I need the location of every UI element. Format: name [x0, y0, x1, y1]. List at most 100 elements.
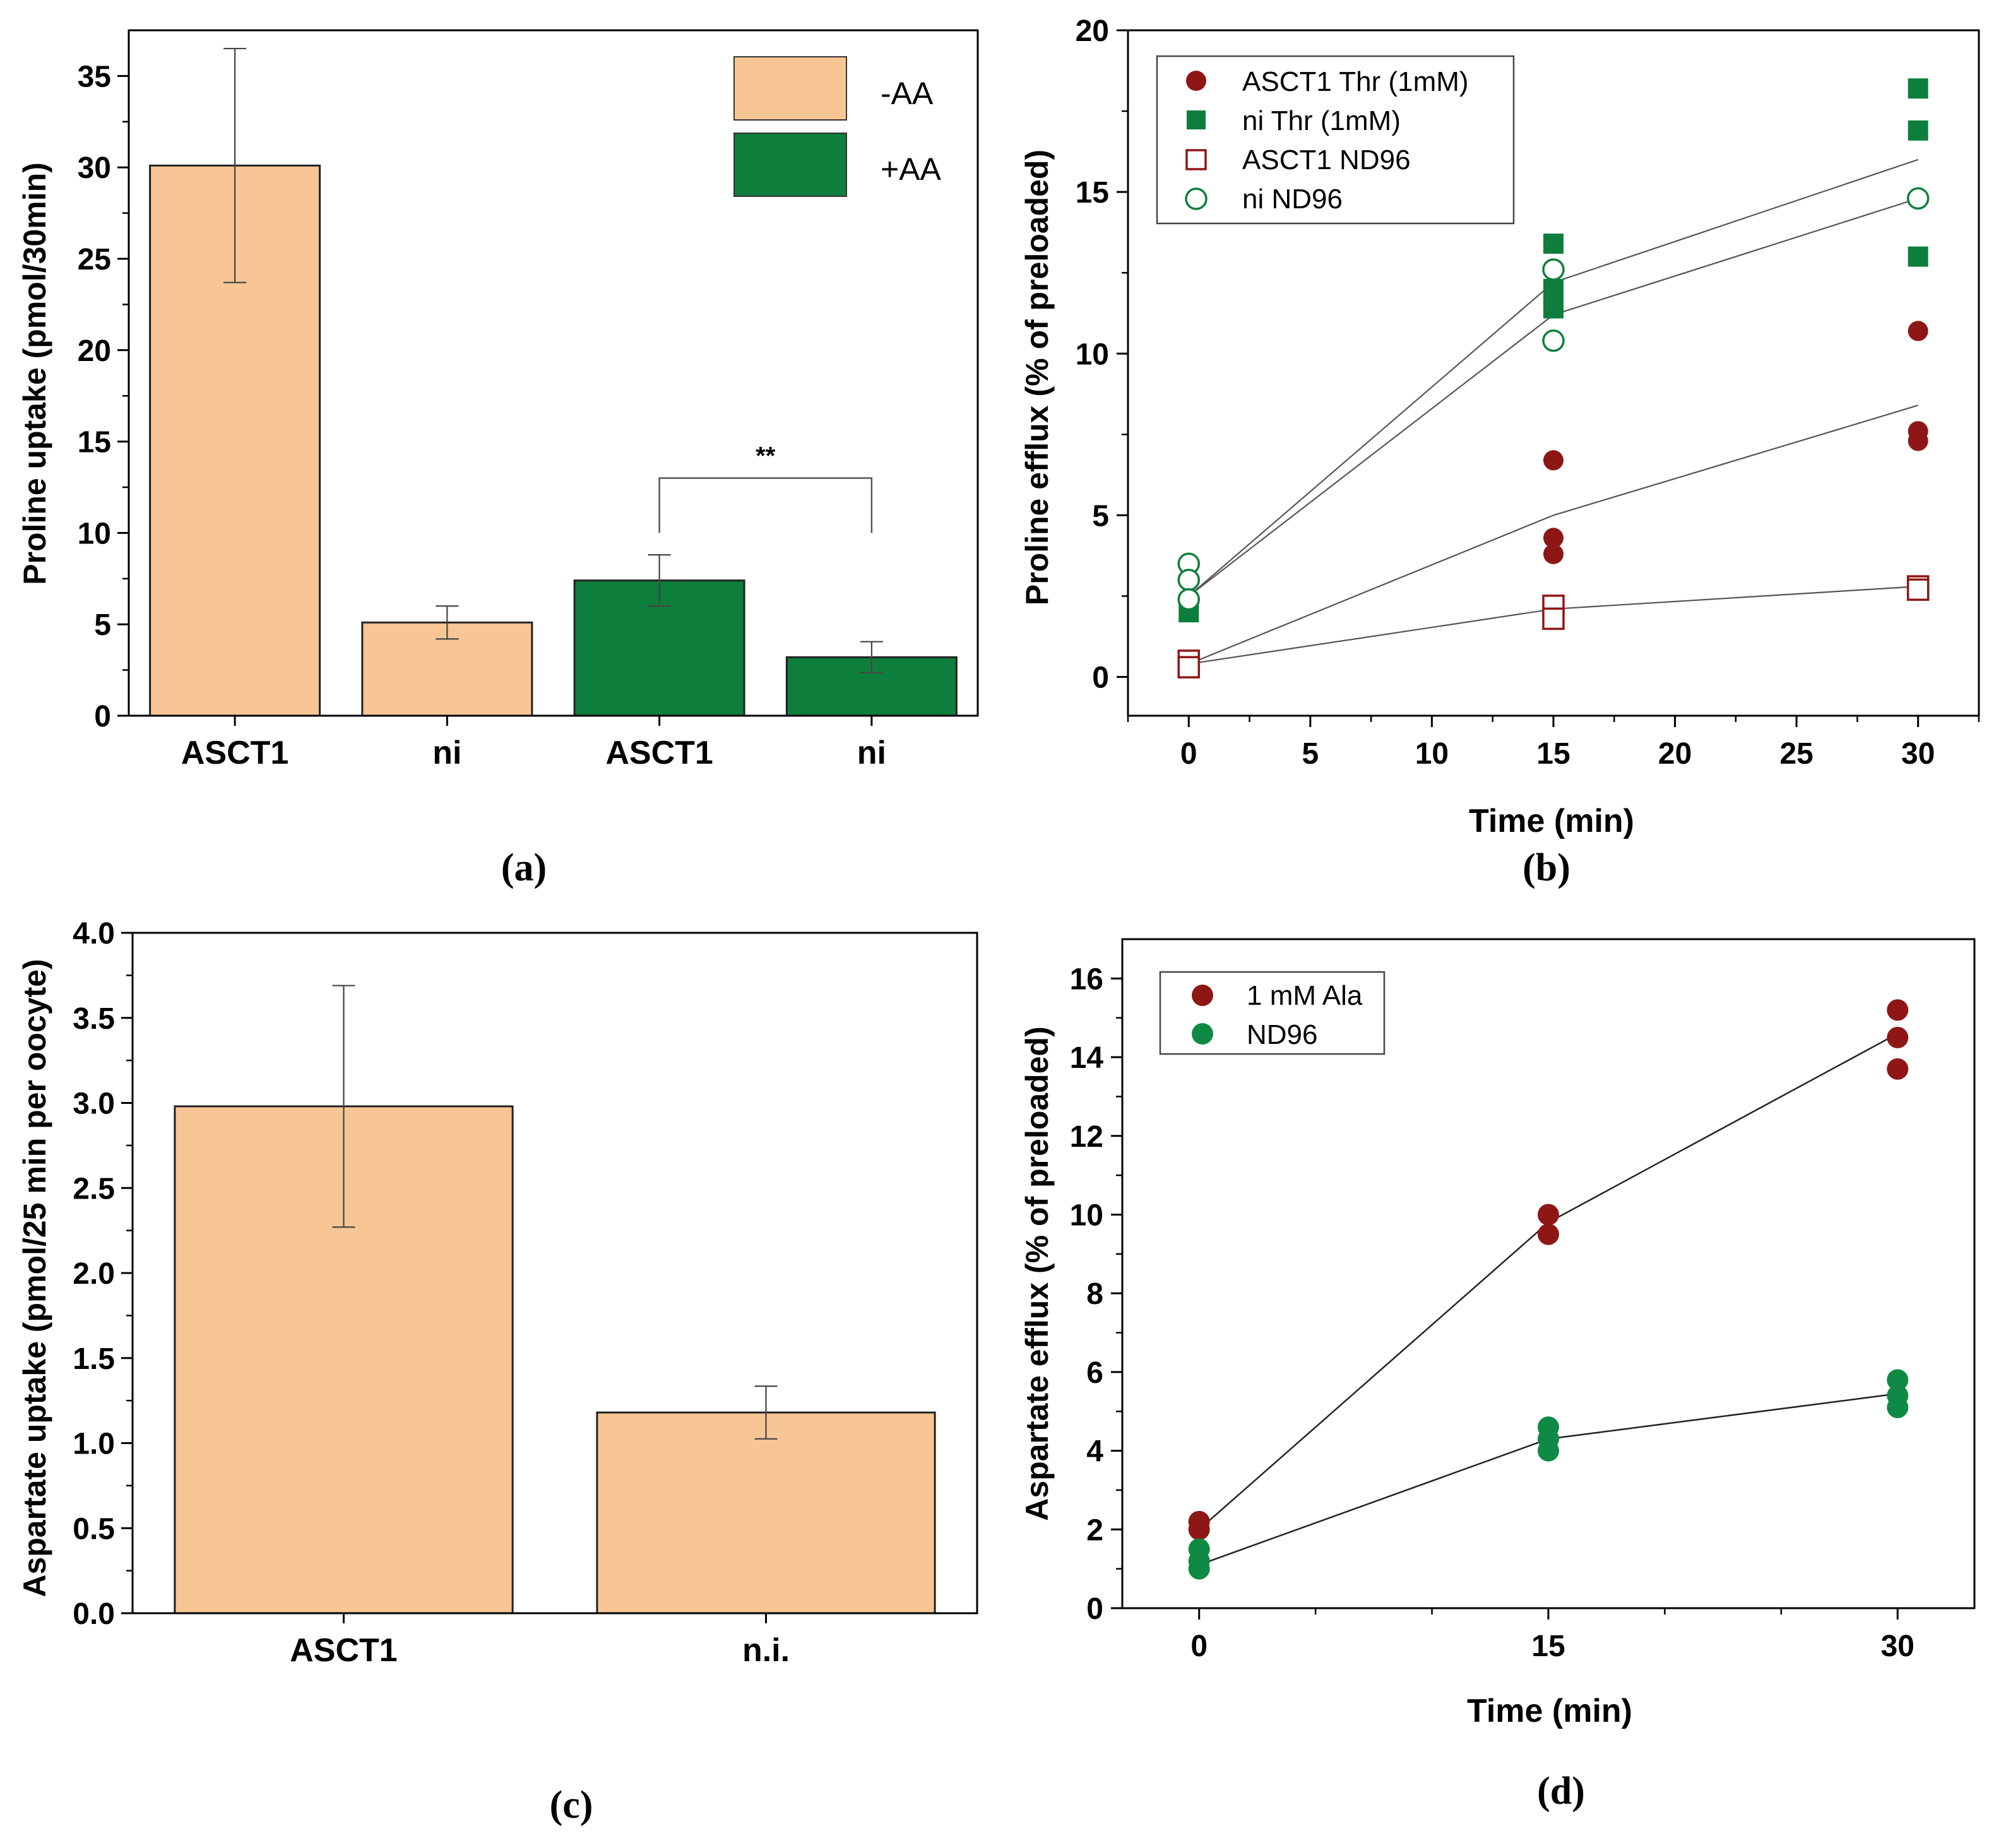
legend-label-ni-thr: ni Thr (1mM): [1242, 105, 1401, 136]
y-tick-label: 4.0: [73, 917, 115, 951]
data-point: [1908, 120, 1928, 141]
panel-b-label: (b): [1522, 846, 1570, 889]
panel-b-x-axis-label: Time (min): [1469, 803, 1634, 839]
y-tick-label: 6: [1086, 1356, 1103, 1390]
data-point: [1542, 258, 1565, 281]
data-point: [1887, 1058, 1909, 1080]
data-point: [1543, 450, 1564, 471]
panel-b-legend: ASCT1 Thr (1mM) ni Thr (1mM) ASCT1 ND96 …: [1156, 55, 1515, 225]
panel-b-legend-box: [1156, 55, 1515, 225]
data-point: [1538, 1223, 1559, 1245]
panel-a-y-axis-label: Proline uptake (pmol/30min): [17, 162, 52, 585]
y-tick-label: 10: [1076, 338, 1109, 371]
x-tick-label: ASCT1: [181, 735, 288, 771]
x-tick-label: 10: [1415, 737, 1449, 771]
y-tick-label: 0.0: [73, 1597, 115, 1631]
x-tick-label: ASCT1: [290, 1632, 397, 1669]
x-tick-label: n.i.: [742, 1632, 790, 1669]
panel-a: 0 5 10 15 20 25 30 35 ASCT1 ni ASCT1 ni Proline upt…: [17, 29, 979, 889]
panel-d: 0 2 4 6 8 10 12 14 16 0 15 30 Time (min) Aspartate …: [1019, 938, 1976, 1813]
panel-d-x-axis-label: Time (min): [1467, 1693, 1632, 1729]
data-point: [1543, 298, 1564, 319]
y-tick-label: 1.5: [73, 1342, 115, 1376]
legend-marker-ala: [1192, 985, 1213, 1006]
legend-marker-ni-thr: [1187, 110, 1206, 129]
data-point: [1188, 1558, 1210, 1580]
data-point: [1887, 1369, 1909, 1391]
x-tick-label: ni: [857, 735, 886, 771]
y-tick-label: 2.0: [73, 1257, 115, 1291]
fit-line: [1188, 405, 1919, 665]
y-tick-label: 14: [1070, 1041, 1104, 1075]
data-point: [1908, 430, 1928, 451]
x-tick-label: 15: [1531, 1630, 1565, 1663]
panel-b: 0 5 10 15 20 0 5 10 15 20 25 30 Time (min) Proline …: [1019, 15, 1980, 889]
legend-swatch-plus-aa: [733, 133, 847, 197]
panel-c-plot-area: 0.0 0.5 1.0 1.5 2.0 2.5 3.0 3.5 4.0 ASCT1 n.i.: [73, 917, 936, 1669]
data-point: [1543, 543, 1564, 564]
data-point: [1887, 1397, 1909, 1418]
legend-label-minus-aa: -AA: [881, 76, 934, 111]
bar: [596, 1411, 936, 1614]
data-point: [1543, 278, 1564, 299]
y-tick-label: 15: [1076, 176, 1109, 210]
x-tick-label: 20: [1658, 737, 1692, 771]
legend-label-ni-nd96: ni ND96: [1242, 184, 1343, 215]
panel-c-axes-frame: [131, 932, 978, 1614]
panel-d-legend: 1 mM Ala ND96: [1159, 971, 1386, 1055]
x-tick-label: 5: [1302, 737, 1319, 771]
panel-c: 0.0 0.5 1.0 1.5 2.0 2.5 3.0 3.5 4.0 ASCT1 n.i. Asp…: [17, 917, 978, 1827]
data-point: [1908, 321, 1928, 341]
y-tick-label: 20: [78, 335, 111, 368]
legend-marker-asct1-thr: [1186, 71, 1206, 91]
y-tick-label: 0: [1086, 1592, 1103, 1626]
y-tick-label: 30: [78, 151, 111, 185]
y-tick-label: 15: [78, 426, 111, 459]
legend-swatch-minus-aa: [733, 56, 847, 121]
panel-d-y-axis-label: Aspartate efflux (% of preloaded): [1019, 1026, 1055, 1520]
y-tick-label: 0.5: [73, 1512, 115, 1546]
data-point: [1543, 234, 1564, 254]
legend-marker-nd96: [1192, 1023, 1213, 1045]
data-point: [1542, 607, 1565, 631]
legend-marker-ni-nd96: [1185, 187, 1208, 210]
x-tick-label: 15: [1536, 737, 1570, 771]
panel-c-y-axis-label: Aspartate uptake (pmol/25 min per oocyte…: [17, 959, 52, 1597]
y-tick-label: 25: [78, 243, 111, 276]
legend-label-asct1-thr: ASCT1 Thr (1mM): [1242, 66, 1469, 97]
significance-stars: **: [756, 442, 776, 470]
y-tick-label: 12: [1070, 1120, 1103, 1154]
data-point: [1906, 187, 1930, 210]
panel-b-plot-area: 0 5 10 15 20 0 5 10 15 20 25 30: [1076, 15, 1980, 771]
data-point: [1542, 329, 1565, 352]
data-point: [1887, 1026, 1909, 1048]
y-tick-label: 10: [78, 517, 111, 550]
legend-label-nd96: ND96: [1247, 1019, 1318, 1050]
panel-a-plot-area: 0 5 10 15 20 25 30 35 ASCT1 ni ASCT1 ni: [78, 47, 958, 771]
data-point: [1177, 656, 1201, 678]
data-point: [1538, 1440, 1559, 1462]
x-tick-label: ni: [432, 735, 461, 771]
legend-label-plus-aa: +AA: [881, 151, 942, 187]
panel-b-y-axis-label: Proline efflux (% of preloaded): [1019, 150, 1055, 605]
data-point: [1188, 1519, 1210, 1541]
panel-d-label: (d): [1537, 1770, 1585, 1813]
y-tick-label: 10: [1070, 1199, 1103, 1232]
data-point: [1908, 78, 1928, 99]
legend-marker-asct1-nd96: [1185, 149, 1207, 170]
y-tick-label: 0: [94, 700, 111, 733]
x-tick-label: 0: [1190, 1630, 1208, 1663]
y-tick-label: 0: [1092, 661, 1109, 695]
data-point: [1908, 246, 1928, 267]
y-tick-label: 3.0: [73, 1087, 115, 1121]
panel-a-legend: -AA +AA: [733, 56, 942, 197]
significance-bracket: [658, 477, 873, 533]
y-tick-label: 1.0: [73, 1428, 115, 1461]
y-tick-label: 5: [94, 608, 111, 642]
panel-d-plot-area: 0 2 4 6 8 10 12 14 16 0 15 30: [1070, 962, 1914, 1663]
panel-b-axes-frame: [1127, 29, 1980, 717]
y-tick-label: 2.5: [73, 1172, 115, 1205]
y-tick-label: 3.5: [73, 1002, 115, 1036]
y-tick-label: 20: [1076, 15, 1109, 48]
